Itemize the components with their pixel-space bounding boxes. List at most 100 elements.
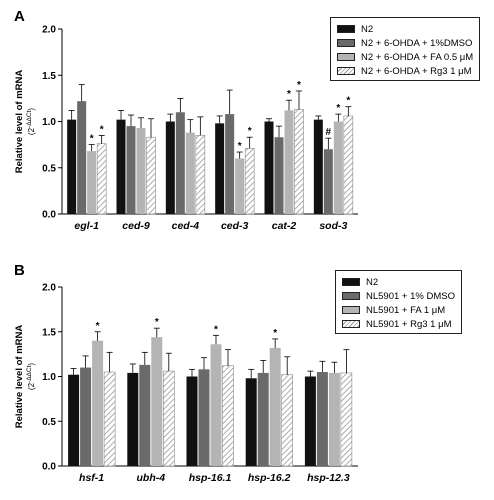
bar <box>163 370 175 467</box>
legend-b-swatch-0 <box>342 278 360 286</box>
bar <box>328 372 340 466</box>
bar <box>103 371 116 467</box>
legend-b-label-1: NL5901 + 1% DMSO <box>366 290 455 302</box>
bar <box>80 367 92 466</box>
y-tick-label: 0.0 <box>42 462 56 473</box>
chart-b-plot: 0.0 0.5 1.0 1.5 2.0 Relative level of mRNA (2-… <box>14 283 358 484</box>
y-axis-title: Relative level of mRNA <box>14 70 25 174</box>
bar <box>245 378 257 466</box>
y-tick-label: 0.5 <box>42 163 56 174</box>
chart-panel-b: B 0.0 0.5 1.0 1.5 2.0 Relative level of mRNA(… <box>0 250 494 500</box>
legend-a: N2 N2 + 6-OHDA + 1%DMSO N2 + 6-OHDA + FA… <box>330 17 481 81</box>
y-axis-subtitle-exponent: -ΔΔCt <box>26 365 33 383</box>
chart-a-plot: 0.0 0.5 1.0 1.5 2.0 Relative level of mRNA (2-… <box>14 25 358 232</box>
y-tick-label: 0.0 <box>42 210 56 221</box>
chart-panel-a: A 0.0 0.5 1.0 1.5 2.0 Relative level of mRNA(… <box>14 8 481 232</box>
significance-star: * <box>297 80 301 91</box>
bar <box>274 137 284 214</box>
bar <box>126 126 136 214</box>
legend-a-swatch-3 <box>337 67 355 75</box>
bar <box>316 372 328 466</box>
significance-star: * <box>96 321 100 332</box>
significance-star: * <box>214 324 218 335</box>
panel-letter-b: B <box>14 262 25 279</box>
legend-a-item-1: N2 + 6-OHDA + 1%DMSO <box>337 36 473 50</box>
y-tick-label: 1.5 <box>42 327 56 338</box>
bar <box>175 112 185 214</box>
y-tick-label: 2.0 <box>42 283 56 294</box>
bar <box>323 149 333 214</box>
legend-a-label-0: N2 <box>361 23 374 35</box>
significance-star: * <box>155 317 159 328</box>
bar <box>257 372 269 466</box>
legend-b-label-3: NL5901 + Rg3 1 μM <box>366 318 452 330</box>
bar <box>215 123 225 214</box>
legend-b-item-2: NL5901 + FA 1 μM <box>342 303 455 317</box>
significance-star: * <box>100 124 104 135</box>
bar <box>284 110 294 214</box>
y-axis-title: Relative level of mRNA <box>14 325 25 429</box>
legend-b: N2 NL5901 + 1% DMSO NL5901 + FA 1 μM NL5… <box>335 270 462 334</box>
bar <box>304 376 316 466</box>
significance-star: * <box>346 96 350 107</box>
bar <box>186 376 198 466</box>
legend-b-swatch-3 <box>342 320 360 328</box>
x-tick-label: ubh-4 <box>137 472 166 484</box>
hash-mark: # <box>326 127 332 138</box>
legend-a-item-3: N2 + 6-OHDA + Rg3 1 μM <box>337 64 473 78</box>
legend-a-swatch-0 <box>337 25 355 33</box>
bar <box>139 364 151 466</box>
bar <box>92 340 104 466</box>
bar <box>67 119 77 214</box>
bar <box>313 119 323 214</box>
legend-a-item-0: N2 <box>337 22 473 36</box>
legend-b-item-0: N2 <box>342 275 455 289</box>
bar <box>87 151 97 214</box>
bar <box>151 337 163 466</box>
legend-a-swatch-2 <box>337 53 355 61</box>
bar <box>68 374 80 466</box>
bar <box>77 101 87 214</box>
y-tick-label: 0.5 <box>42 417 56 428</box>
bar <box>116 119 126 214</box>
bar <box>294 109 304 215</box>
bar <box>136 127 146 214</box>
legend-b-swatch-1 <box>342 292 360 300</box>
x-tick-label: hsf-1 <box>79 472 104 484</box>
significance-star: * <box>273 328 277 339</box>
y-tick-label: 1.0 <box>42 372 56 383</box>
y-axis-subtitle-close: ) <box>27 108 36 111</box>
x-tick-label: ced-4 <box>172 220 200 232</box>
y-tick-label: 2.0 <box>42 25 56 36</box>
bar <box>165 121 175 214</box>
bar <box>235 158 245 214</box>
legend-b-item-1: NL5901 + 1% DMSO <box>342 289 455 303</box>
bar <box>333 121 343 214</box>
significance-star: * <box>90 134 94 145</box>
bar <box>198 369 210 466</box>
significance-star: * <box>238 141 242 152</box>
y-axis-subtitle: (2-ΔΔCt) <box>26 108 36 135</box>
y-axis-subtitle-close: ) <box>27 363 36 366</box>
panel-letter-a: A <box>14 8 25 25</box>
x-tick-label: cat-2 <box>272 220 297 232</box>
bar <box>222 365 234 467</box>
x-tick-label: hsp-12.3 <box>307 472 350 484</box>
y-axis-subtitle: (2-ΔΔCt) <box>26 363 36 390</box>
bar <box>96 143 107 215</box>
x-tick-label: ced-9 <box>122 220 150 232</box>
bar <box>146 136 156 215</box>
y-axis-subtitle-exponent: -ΔΔCt <box>26 110 33 128</box>
significance-star: * <box>336 103 340 114</box>
x-tick-label: hsp-16.2 <box>248 472 291 484</box>
legend-b-label-0: N2 <box>366 276 379 288</box>
legend-a-label-1: N2 + 6-OHDA + 1%DMSO <box>361 37 473 49</box>
x-tick-label: egl-1 <box>74 220 99 232</box>
bar <box>264 121 274 214</box>
legend-a-swatch-1 <box>337 39 355 47</box>
legend-b-label-2: NL5901 + FA 1 μM <box>366 304 446 316</box>
bar <box>185 132 195 214</box>
bar <box>195 135 206 215</box>
legend-b-item-3: NL5901 + Rg3 1 μM <box>342 317 455 331</box>
legend-a-label-3: N2 + 6-OHDA + Rg3 1 μM <box>361 65 472 77</box>
